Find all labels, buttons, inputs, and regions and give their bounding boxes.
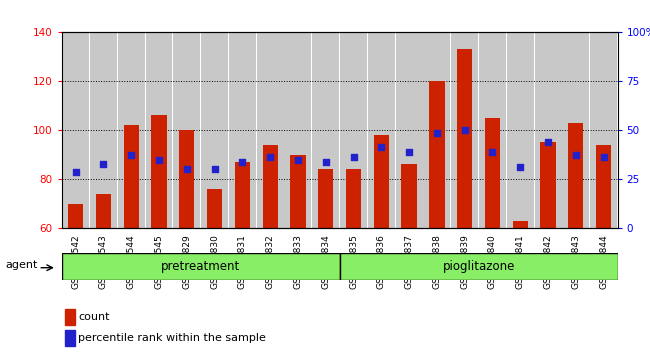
Bar bbox=[562, 32, 590, 228]
Bar bbox=[340, 32, 367, 228]
Bar bbox=[124, 125, 139, 228]
Bar bbox=[174, 32, 200, 228]
Bar bbox=[402, 165, 417, 228]
Bar bbox=[568, 123, 584, 228]
Bar bbox=[423, 32, 450, 228]
Bar bbox=[346, 169, 361, 228]
Bar bbox=[590, 32, 617, 228]
Bar bbox=[201, 32, 228, 228]
Bar bbox=[368, 32, 395, 228]
Point bbox=[404, 149, 414, 155]
Bar bbox=[429, 81, 445, 228]
Bar bbox=[64, 309, 75, 325]
Point bbox=[70, 169, 81, 175]
Bar bbox=[90, 32, 117, 228]
Point bbox=[320, 159, 331, 165]
Text: pretreatment: pretreatment bbox=[161, 260, 240, 273]
Bar bbox=[396, 32, 422, 228]
Bar bbox=[479, 32, 506, 228]
Bar bbox=[118, 32, 145, 228]
Point bbox=[265, 154, 276, 160]
Bar bbox=[235, 162, 250, 228]
Text: pioglitazone: pioglitazone bbox=[443, 260, 515, 273]
Bar bbox=[62, 253, 339, 280]
Bar bbox=[312, 32, 339, 228]
Bar bbox=[229, 32, 256, 228]
Point bbox=[432, 130, 442, 135]
Text: agent: agent bbox=[5, 260, 37, 270]
Bar bbox=[451, 32, 478, 228]
Point bbox=[126, 152, 136, 158]
Point bbox=[292, 157, 303, 162]
Point bbox=[237, 159, 248, 165]
Point bbox=[460, 127, 470, 133]
Point bbox=[599, 154, 609, 160]
Bar bbox=[291, 155, 306, 228]
Bar bbox=[179, 130, 194, 228]
Bar bbox=[257, 32, 283, 228]
Point bbox=[376, 144, 387, 150]
Point bbox=[209, 167, 220, 172]
Text: percentile rank within the sample: percentile rank within the sample bbox=[79, 333, 266, 343]
Point bbox=[154, 157, 164, 162]
Bar bbox=[151, 115, 166, 228]
Bar bbox=[540, 142, 556, 228]
Bar bbox=[68, 204, 83, 228]
Bar bbox=[339, 253, 618, 280]
Point bbox=[181, 167, 192, 172]
Bar bbox=[96, 194, 111, 228]
Bar bbox=[146, 32, 172, 228]
Text: count: count bbox=[79, 312, 110, 322]
Bar bbox=[507, 32, 534, 228]
Bar bbox=[263, 145, 278, 228]
Bar bbox=[596, 145, 611, 228]
Bar bbox=[318, 169, 333, 228]
Bar bbox=[64, 330, 75, 346]
Bar bbox=[207, 189, 222, 228]
Bar bbox=[374, 135, 389, 228]
Bar bbox=[285, 32, 311, 228]
Point bbox=[571, 152, 581, 158]
Point bbox=[98, 162, 109, 167]
Bar bbox=[457, 49, 473, 228]
Bar bbox=[513, 221, 528, 228]
Point bbox=[543, 139, 553, 145]
Point bbox=[488, 149, 498, 155]
Point bbox=[515, 164, 525, 170]
Bar bbox=[534, 32, 562, 228]
Bar bbox=[62, 32, 89, 228]
Bar bbox=[485, 118, 500, 228]
Point bbox=[348, 154, 359, 160]
